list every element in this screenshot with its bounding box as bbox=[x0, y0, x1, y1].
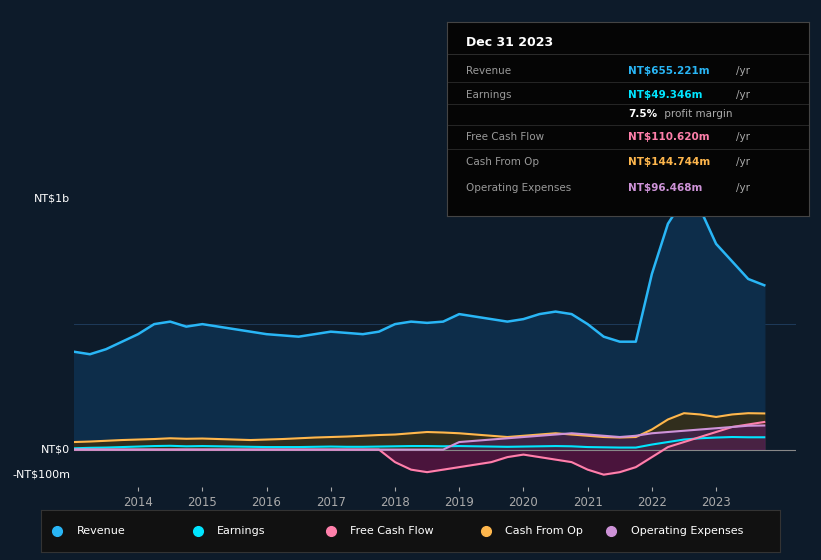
Text: /yr: /yr bbox=[736, 90, 750, 100]
Text: Cash From Op: Cash From Op bbox=[466, 157, 539, 167]
Text: Operating Expenses: Operating Expenses bbox=[466, 183, 571, 193]
Text: Cash From Op: Cash From Op bbox=[505, 526, 583, 535]
Text: Dec 31 2023: Dec 31 2023 bbox=[466, 36, 553, 49]
Text: Operating Expenses: Operating Expenses bbox=[631, 526, 743, 535]
Text: Revenue: Revenue bbox=[466, 66, 511, 76]
Text: profit margin: profit margin bbox=[661, 109, 732, 119]
Text: /yr: /yr bbox=[736, 132, 750, 142]
Text: -NT$100m: -NT$100m bbox=[12, 470, 71, 480]
Text: NT$655.221m: NT$655.221m bbox=[628, 66, 709, 76]
Text: NT$0: NT$0 bbox=[41, 445, 71, 455]
Text: Free Cash Flow: Free Cash Flow bbox=[466, 132, 544, 142]
Text: /yr: /yr bbox=[736, 66, 750, 76]
Text: Earnings: Earnings bbox=[217, 526, 265, 535]
Text: NT$110.620m: NT$110.620m bbox=[628, 132, 709, 142]
Text: NT$1b: NT$1b bbox=[34, 194, 71, 204]
Text: NT$144.744m: NT$144.744m bbox=[628, 157, 710, 167]
Text: Revenue: Revenue bbox=[76, 526, 126, 535]
Text: NT$96.468m: NT$96.468m bbox=[628, 183, 703, 193]
Text: /yr: /yr bbox=[736, 183, 750, 193]
Text: /yr: /yr bbox=[736, 157, 750, 167]
Text: Earnings: Earnings bbox=[466, 90, 511, 100]
Text: 7.5%: 7.5% bbox=[628, 109, 657, 119]
Text: Free Cash Flow: Free Cash Flow bbox=[350, 526, 433, 535]
Text: NT$49.346m: NT$49.346m bbox=[628, 90, 703, 100]
